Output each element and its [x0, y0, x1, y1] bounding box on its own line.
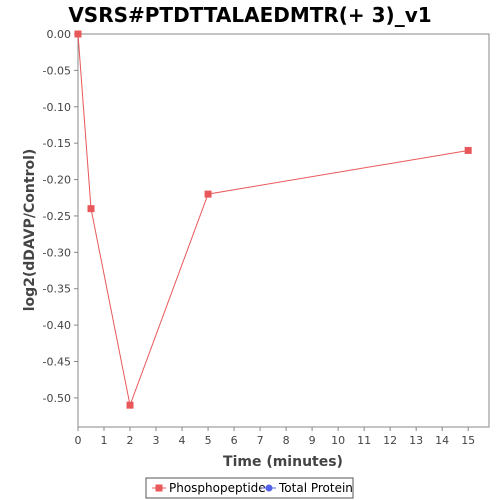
data-point [74, 30, 82, 38]
x-tick-label: 7 [257, 434, 264, 447]
series-layer [74, 30, 472, 409]
plot-area [77, 33, 490, 428]
x-tick-label: 15 [461, 434, 475, 447]
legend-marker [265, 484, 273, 492]
x-tick-label: 11 [357, 434, 371, 447]
chart-title: VSRS#PTDTTALAEDMTR(+ 3)_v1 [68, 3, 431, 27]
x-tick-label: 2 [127, 434, 134, 447]
y-tick-label: -0.25 [43, 210, 71, 223]
data-point [126, 401, 134, 409]
y-tick-label: -0.10 [43, 101, 71, 114]
x-tick-label: 13 [409, 434, 423, 447]
data-point [204, 190, 212, 198]
legend-marker [155, 484, 163, 492]
legend: Phosphopeptide Total Protein [145, 477, 354, 499]
x-tick-label: 1 [101, 434, 108, 447]
y-tick-label: -0.50 [43, 392, 71, 405]
legend-label: Total Protein [278, 481, 353, 495]
x-tick-label: 14 [435, 434, 449, 447]
y-axis: 0.00 -0.05 -0.10 -0.15 -0.20 -0.25 -0.30 -0.35 -… [43, 28, 78, 405]
x-tick-label: 9 [309, 434, 316, 447]
x-tick-label: 6 [231, 434, 238, 447]
x-axis-label: Time (minutes) [223, 454, 343, 470]
data-point [87, 205, 95, 213]
y-tick-label: -0.05 [43, 64, 71, 77]
x-tick-label: 8 [283, 434, 290, 447]
y-tick-label: -0.40 [43, 319, 71, 332]
y-tick-label: -0.45 [43, 356, 71, 369]
x-axis: 0 1 2 3 4 5 6 7 8 9 10 11 12 13 14 15 [75, 427, 475, 447]
y-tick-label: 0.00 [47, 28, 72, 41]
legend-label: Phosphopeptide [169, 481, 266, 495]
x-tick-label: 4 [179, 434, 186, 447]
y-tick-label: -0.30 [43, 246, 71, 259]
legend-box [145, 477, 354, 499]
y-tick-label: -0.35 [43, 283, 71, 296]
x-tick-label: 3 [153, 434, 160, 447]
y-axis-label: log2(dDAVP/Control) [22, 149, 38, 312]
x-tick-label: 12 [383, 434, 397, 447]
data-point [464, 146, 472, 154]
y-tick-label: -0.20 [43, 174, 71, 187]
y-tick-label: -0.15 [43, 137, 71, 150]
x-tick-label: 10 [331, 434, 345, 447]
x-tick-label: 0 [75, 434, 82, 447]
x-tick-label: 5 [205, 434, 212, 447]
